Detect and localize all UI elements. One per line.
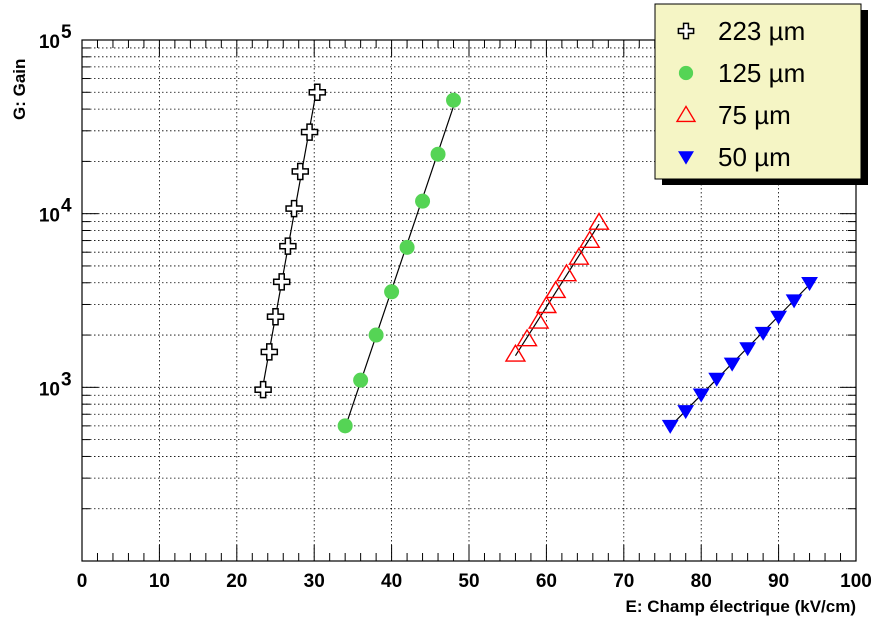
x-tick-label: 90 xyxy=(768,571,789,592)
legend-label: 50 µm xyxy=(718,142,791,172)
data-point xyxy=(353,372,369,388)
x-axis-title: E: Champ électrique (kV/cm) xyxy=(625,597,856,616)
x-tick-label: 60 xyxy=(536,571,557,592)
data-point xyxy=(504,343,527,362)
x-tick-label: 0 xyxy=(77,571,88,592)
data-point xyxy=(254,380,272,399)
data-point xyxy=(266,307,285,326)
data-point xyxy=(368,327,384,343)
data-point xyxy=(291,162,310,181)
x-tick-label: 80 xyxy=(691,571,712,592)
legend-label: 125 µm xyxy=(718,58,805,88)
data-point xyxy=(568,247,590,265)
data-point xyxy=(754,326,772,341)
data-point xyxy=(545,280,567,299)
data-point xyxy=(337,418,353,434)
y-tick-label-exponent: 4 xyxy=(61,196,72,217)
data-point xyxy=(384,284,400,300)
y-axis-title: G: Gain xyxy=(10,59,29,120)
y-tick-label-base: 10 xyxy=(39,32,60,53)
data-point xyxy=(285,199,303,218)
y-tick-label-exponent: 5 xyxy=(61,22,72,43)
series-group xyxy=(254,83,327,399)
series-group xyxy=(661,276,818,434)
y-tick-label-base: 10 xyxy=(39,206,60,227)
data-series xyxy=(254,83,818,434)
data-point xyxy=(785,294,803,309)
data-point xyxy=(739,342,757,357)
x-tick-label: 20 xyxy=(226,571,247,592)
x-tick-label: 100 xyxy=(840,571,872,592)
data-point xyxy=(588,212,610,230)
x-tick-labels: 0 10 20 30 40 50 60 70 80 90 100 xyxy=(77,571,872,592)
data-point xyxy=(516,328,538,347)
data-point xyxy=(430,146,446,162)
series-group xyxy=(337,92,462,434)
data-point xyxy=(415,193,431,209)
data-point xyxy=(308,83,327,102)
x-tick-label: 40 xyxy=(381,571,402,592)
data-point xyxy=(708,372,726,387)
data-point xyxy=(579,230,601,249)
data-point xyxy=(399,239,415,255)
y-tick-label-base: 10 xyxy=(39,379,60,400)
y-tick-label-exponent: 3 xyxy=(61,369,72,390)
legend-label: 223 µm xyxy=(718,16,805,46)
data-point xyxy=(300,123,319,141)
x-tick-label: 30 xyxy=(304,571,325,592)
legend-marker xyxy=(678,65,694,81)
data-point xyxy=(801,276,818,291)
legend-label: 75 µm xyxy=(718,100,791,130)
data-point xyxy=(279,237,297,255)
legend-marker xyxy=(677,22,695,40)
data-point xyxy=(446,92,462,108)
x-tick-label: 70 xyxy=(613,571,634,592)
legend-marker xyxy=(678,151,694,165)
data-point xyxy=(692,388,710,403)
x-tick-label: 10 xyxy=(149,571,170,592)
data-point xyxy=(527,310,550,329)
series-group xyxy=(504,212,610,362)
data-point xyxy=(661,419,679,434)
data-point xyxy=(677,405,695,420)
legend: 223 µm 125 µm 75 µm 50 µm xyxy=(654,3,868,185)
legend-marker xyxy=(675,105,697,123)
x-tick-label: 50 xyxy=(458,571,479,592)
data-point xyxy=(770,310,787,325)
fit-line xyxy=(669,284,810,427)
data-point xyxy=(555,263,578,282)
data-point xyxy=(723,357,741,372)
data-point xyxy=(260,343,279,361)
data-point xyxy=(272,273,291,291)
data-point xyxy=(535,295,558,314)
